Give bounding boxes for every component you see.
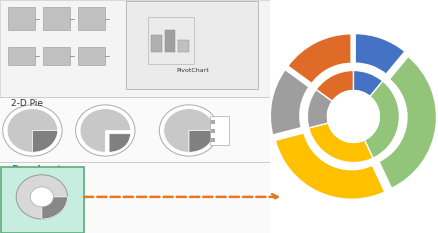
Text: PivotChart: PivotChart bbox=[176, 69, 209, 73]
Bar bbox=[164, 30, 175, 52]
Wedge shape bbox=[354, 33, 404, 75]
Bar bbox=[8, 7, 35, 30]
Circle shape bbox=[327, 91, 378, 142]
Wedge shape bbox=[308, 123, 372, 163]
Bar bbox=[43, 47, 70, 65]
Wedge shape bbox=[109, 134, 130, 152]
Bar bbox=[8, 47, 35, 65]
Wedge shape bbox=[378, 56, 436, 189]
Bar bbox=[78, 7, 105, 30]
FancyBboxPatch shape bbox=[1, 167, 84, 233]
Circle shape bbox=[75, 105, 135, 156]
Bar bbox=[148, 17, 194, 64]
Bar bbox=[0, 0, 269, 97]
Bar bbox=[178, 40, 189, 52]
Circle shape bbox=[3, 105, 62, 156]
Wedge shape bbox=[7, 109, 57, 152]
Wedge shape bbox=[163, 109, 214, 152]
Text: Doughnut: Doughnut bbox=[11, 165, 61, 175]
Circle shape bbox=[30, 187, 53, 207]
Bar bbox=[211, 120, 215, 124]
Bar bbox=[151, 35, 162, 52]
Wedge shape bbox=[80, 109, 130, 152]
Text: 2-D Pie: 2-D Pie bbox=[11, 99, 42, 108]
Bar bbox=[78, 47, 105, 65]
Wedge shape bbox=[287, 34, 351, 84]
Wedge shape bbox=[315, 70, 353, 101]
Wedge shape bbox=[353, 70, 382, 96]
Bar bbox=[211, 138, 215, 142]
Bar bbox=[211, 129, 215, 133]
Wedge shape bbox=[307, 89, 332, 128]
FancyBboxPatch shape bbox=[125, 1, 257, 89]
Wedge shape bbox=[32, 130, 57, 152]
Wedge shape bbox=[42, 197, 67, 219]
Bar bbox=[0, 97, 269, 233]
Wedge shape bbox=[364, 81, 399, 158]
Circle shape bbox=[16, 175, 67, 219]
Bar bbox=[43, 7, 70, 30]
Wedge shape bbox=[274, 133, 385, 200]
Wedge shape bbox=[188, 130, 214, 152]
Circle shape bbox=[159, 105, 218, 156]
Bar bbox=[209, 116, 229, 144]
Wedge shape bbox=[269, 69, 309, 135]
